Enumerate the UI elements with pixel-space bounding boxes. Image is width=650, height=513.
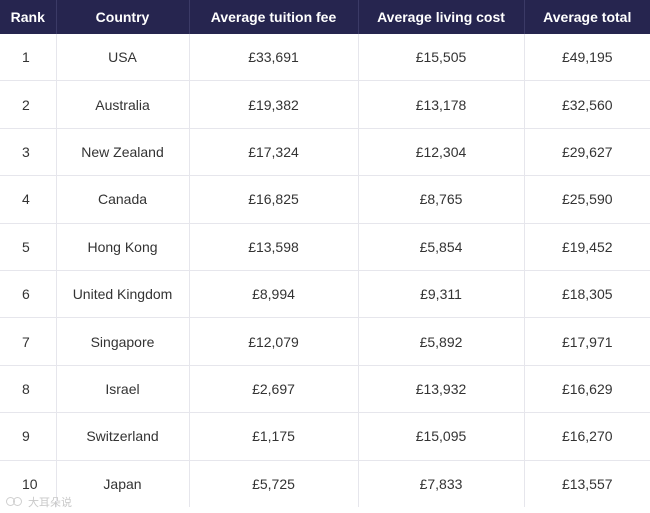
cell-average-total: £32,560 (524, 80, 650, 129)
cell-rank: 4 (0, 175, 57, 224)
cell-rank: 9 (0, 412, 57, 461)
header-average-living-cost: Average living cost (358, 0, 525, 34)
cell-rank: 8 (0, 365, 57, 414)
cell-country: Israel (56, 365, 190, 414)
table-row: 3 New Zealand £17,324 £12,304 £29,627 (0, 128, 650, 177)
cell-average-living-cost: £7,833 (358, 460, 525, 507)
header-average-tuition-fee: Average tuition fee (189, 0, 359, 34)
table-row: 8 Israel £2,697 £13,932 £16,629 (0, 365, 650, 414)
cell-average-total: £19,452 (524, 223, 650, 271)
cell-average-total: £49,195 (524, 34, 650, 82)
cell-average-tuition-fee: £17,324 (189, 128, 359, 177)
cell-country: United Kingdom (56, 270, 190, 319)
table-row: 9 Switzerland £1,175 £15,095 £16,270 (0, 412, 650, 461)
cell-rank: 2 (0, 80, 57, 129)
cell-average-living-cost: £15,505 (358, 34, 525, 82)
cell-average-total: £18,305 (524, 270, 650, 319)
cell-rank: 5 (0, 223, 57, 271)
cell-average-living-cost: £15,095 (358, 412, 525, 461)
cell-country: Japan (56, 460, 190, 507)
cell-country: USA (56, 34, 190, 82)
cell-average-living-cost: £9,311 (358, 270, 525, 319)
cell-country: Hong Kong (56, 223, 190, 271)
table-row: 10 Japan £5,725 £7,833 £13,557 (0, 460, 650, 507)
cell-average-living-cost: £12,304 (358, 128, 525, 177)
cell-country: New Zealand (56, 128, 190, 177)
header-country: Country (56, 0, 190, 34)
cell-average-tuition-fee: £1,175 (189, 412, 359, 461)
cell-average-tuition-fee: £33,691 (189, 34, 359, 82)
cell-average-total: £25,590 (524, 175, 650, 224)
cell-average-tuition-fee: £13,598 (189, 223, 359, 271)
table-row: 1 USA £33,691 £15,505 £49,195 (0, 34, 650, 82)
cell-country: Canada (56, 175, 190, 224)
table-row: 4 Canada £16,825 £8,765 £25,590 (0, 175, 650, 224)
cell-average-tuition-fee: £12,079 (189, 317, 359, 366)
header-rank: Rank (0, 0, 57, 34)
cell-average-total: £16,629 (524, 365, 650, 414)
cell-average-total: £16,270 (524, 412, 650, 461)
table-row: 7 Singapore £12,079 £5,892 £17,971 (0, 317, 650, 366)
cell-average-tuition-fee: £5,725 (189, 460, 359, 507)
cell-country: Australia (56, 80, 190, 129)
table-row: 2 Australia £19,382 £13,178 £32,560 (0, 80, 650, 129)
cell-average-living-cost: £5,892 (358, 317, 525, 366)
cell-average-living-cost: £8,765 (358, 175, 525, 224)
table-header-row: Rank Country Average tuition fee Average… (0, 0, 650, 34)
cell-rank: 1 (0, 34, 57, 82)
cell-average-living-cost: £13,178 (358, 80, 525, 129)
cell-average-tuition-fee: £19,382 (189, 80, 359, 129)
cell-country: Switzerland (56, 412, 190, 461)
cell-average-tuition-fee: £2,697 (189, 365, 359, 414)
cell-rank: 7 (0, 317, 57, 366)
cell-average-tuition-fee: £8,994 (189, 270, 359, 319)
cell-average-living-cost: £5,854 (358, 223, 525, 271)
table-row: 5 Hong Kong £13,598 £5,854 £19,452 (0, 223, 650, 271)
cell-rank: 6 (0, 270, 57, 319)
cell-average-living-cost: £13,932 (358, 365, 525, 414)
cell-average-total: £13,557 (561, 475, 613, 492)
table-row: 6 United Kingdom £8,994 £9,311 £18,305 (0, 270, 650, 319)
cell-average-total: £17,971 (524, 317, 650, 366)
cell-rank: 3 (0, 128, 57, 177)
header-average-total: Average total (524, 0, 650, 34)
cell-rank: 10 (0, 460, 57, 507)
cell-country: Singapore (56, 317, 190, 366)
table-body: 1 USA £33,691 £15,505 £49,195 2 Australia £19,3… (0, 34, 650, 507)
cell-average-tuition-fee: £16,825 (189, 175, 359, 224)
cell-average-total: £29,627 (524, 128, 650, 177)
